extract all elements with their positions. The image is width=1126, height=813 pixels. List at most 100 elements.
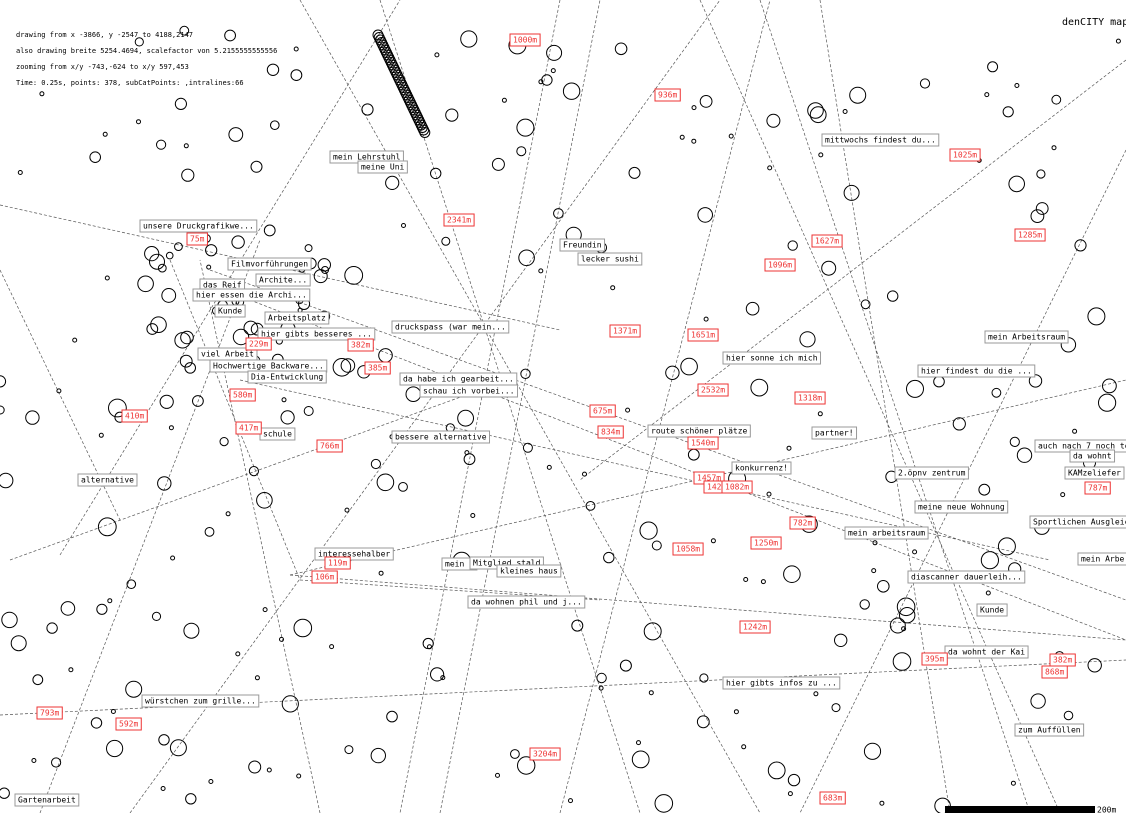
distance-label: 1250m: [750, 536, 782, 550]
place-label-box: [227, 257, 312, 271]
place: [96, 603, 108, 615]
place: [516, 146, 527, 157]
place: [697, 207, 714, 223]
distance-label-box: [245, 337, 272, 351]
place-label: Hochwertige Backware...: [209, 359, 328, 373]
route-line: [439, 0, 601, 813]
place: [430, 167, 442, 180]
place: [158, 734, 170, 746]
distance-label: 229m: [245, 337, 272, 351]
place: [281, 397, 287, 403]
place: [232, 328, 250, 346]
distance-label-text: 1285m: [1018, 231, 1042, 240]
debug-line: zooming from x/y -743,-624 to x/y 597,45…: [16, 63, 189, 71]
place: [183, 143, 189, 149]
place: [25, 410, 40, 425]
distance-label-text: 119m: [328, 559, 347, 568]
place: [896, 597, 916, 617]
place-label-text: hier gibts infos zu ...: [726, 679, 837, 688]
place: [60, 601, 76, 616]
place-label-text: KAMzeliefer: [1068, 469, 1121, 478]
place: [106, 739, 124, 758]
distance-label: 1082m: [721, 480, 753, 494]
place: [571, 619, 584, 632]
place: [980, 551, 1000, 570]
place: [434, 52, 440, 58]
place: [149, 253, 165, 270]
place: [767, 761, 786, 780]
place: [179, 25, 190, 36]
place: [516, 118, 535, 137]
place-label: würstchen zum grille...: [141, 694, 260, 708]
place-label-text: schau ich vorbei...: [423, 387, 515, 396]
distance-label: 75m: [186, 232, 208, 246]
place-label-box: [77, 473, 138, 487]
distance-label-box: [721, 480, 753, 494]
place: [546, 44, 563, 61]
place: [180, 330, 194, 345]
distance-label-text: 868m: [1045, 668, 1064, 677]
place: [108, 398, 127, 418]
route-line: [129, 0, 721, 813]
route-line: [299, 0, 761, 813]
place: [39, 91, 45, 97]
distance-label-text: 1457m: [697, 474, 721, 483]
place: [293, 46, 299, 52]
place: [899, 607, 916, 624]
place-label-text: viel Arbeit: [201, 350, 254, 359]
place: [254, 675, 260, 681]
distance-label: 2341m: [443, 213, 475, 227]
place: [1087, 658, 1102, 673]
place: [296, 773, 302, 779]
place-label-box: [917, 364, 1036, 378]
place-label-text: mein Arbeitsraum: [988, 333, 1065, 342]
place-label: route schöner plätze: [647, 424, 751, 438]
place: [179, 354, 193, 368]
place: [184, 362, 197, 374]
scale-label: 200m: [1097, 806, 1116, 813]
place: [281, 695, 299, 713]
place: [32, 674, 44, 686]
place: [518, 249, 535, 267]
route-line: [9, 389, 481, 561]
place: [818, 152, 824, 158]
distance-label: 417m: [235, 421, 262, 435]
place: [378, 348, 393, 363]
place: [639, 521, 658, 540]
place-label-text: Kunde: [980, 606, 1004, 615]
place: [619, 659, 632, 672]
place: [859, 599, 870, 610]
distance-label-box: [364, 361, 391, 375]
distance-label-box: [1014, 228, 1046, 242]
place-label: mein Arbeitsraum: [984, 330, 1069, 344]
place-label-box: [357, 160, 408, 174]
distance-label-text: 1096m: [768, 261, 792, 270]
place: [98, 432, 104, 438]
place: [304, 244, 313, 253]
place-label-text: kleines haus: [500, 567, 558, 576]
place: [538, 268, 544, 274]
place-label: hier essen die Archi...: [192, 288, 311, 302]
place-label: bessere alternative: [391, 430, 491, 444]
place: [743, 577, 749, 582]
debug-line: also drawing breite 5254.4694, scalefact…: [16, 47, 277, 55]
distance-label-text: 1371m: [613, 327, 637, 336]
place-label-text: partner!: [815, 429, 854, 438]
route-line: [759, 0, 1031, 813]
distance-label-text: 382m: [351, 341, 370, 350]
place: [1008, 175, 1026, 193]
place: [46, 622, 58, 634]
distance-label-text: 1540m: [691, 439, 715, 448]
place: [1010, 780, 1016, 786]
place: [871, 568, 877, 574]
place-label-box: [14, 793, 80, 807]
place-label-box: [391, 320, 510, 334]
place-label-text: mittwochs findest du...: [825, 136, 936, 145]
place: [376, 473, 395, 492]
distance-label: 1000m: [509, 33, 541, 47]
place: [821, 260, 837, 276]
place: [405, 386, 422, 403]
place-label-box: [984, 330, 1069, 344]
place-label-text: route schöner plätze: [651, 427, 748, 436]
